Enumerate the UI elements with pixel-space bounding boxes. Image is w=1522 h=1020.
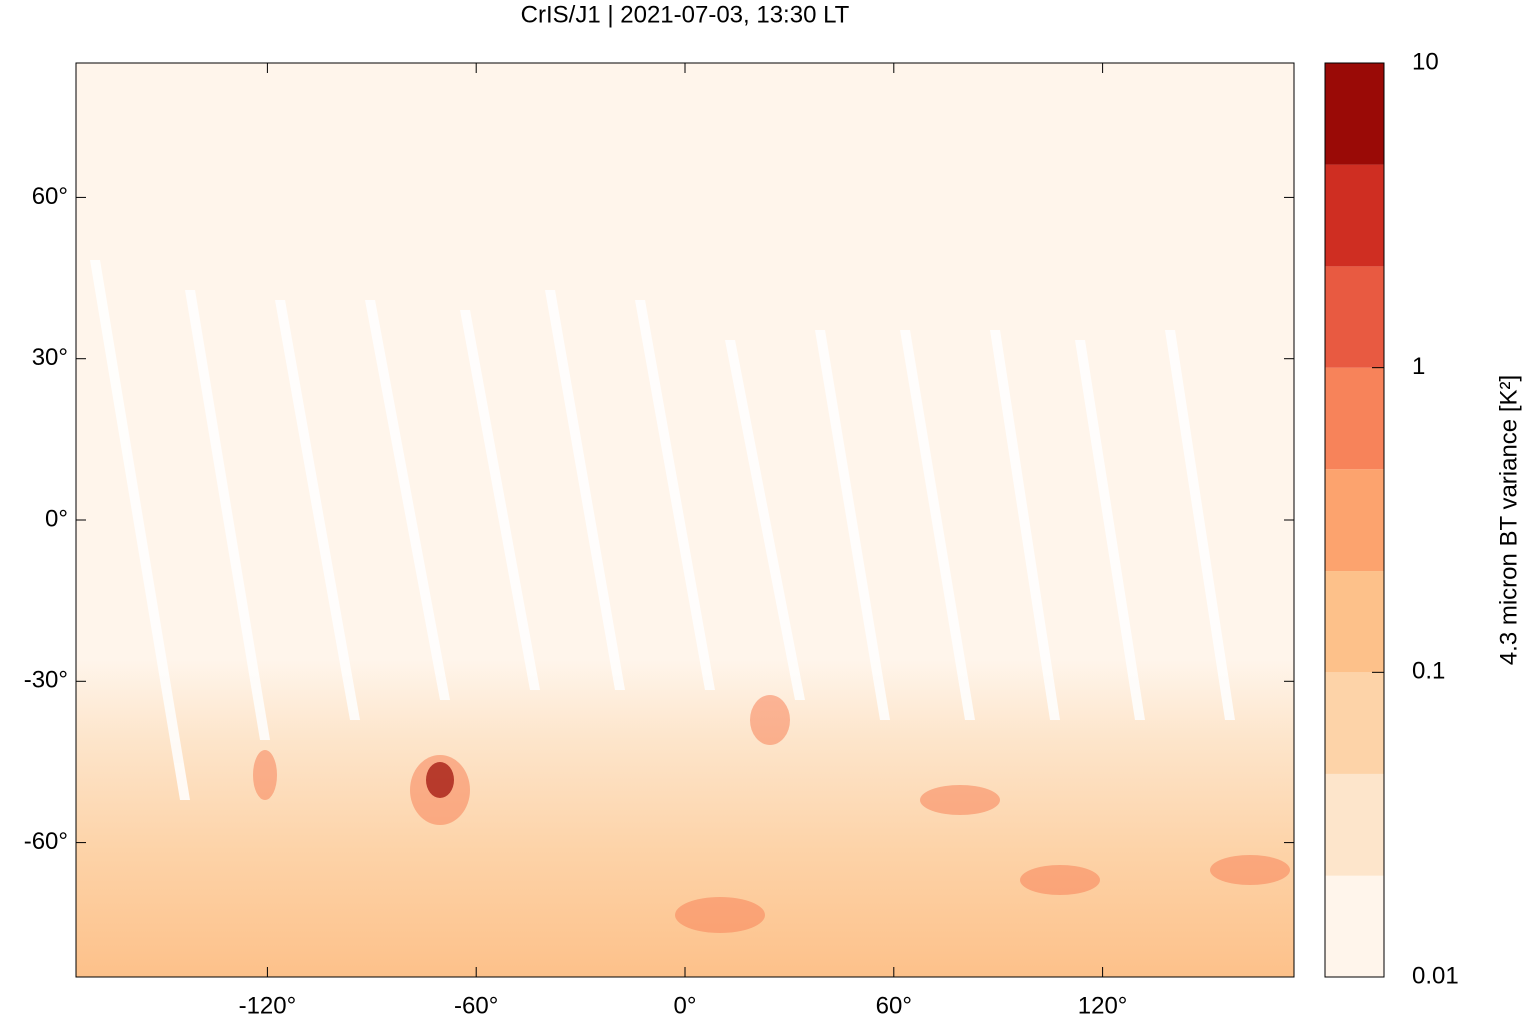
colorbar-band: [1325, 672, 1384, 774]
colorbar-tick-label: 10: [1412, 48, 1439, 75]
y-tick-label: 0°: [45, 505, 68, 532]
y-tick-label: -30°: [24, 667, 68, 694]
map-field: [75, 62, 1295, 978]
colorbar-band: [1325, 875, 1384, 977]
colorbar-band: [1325, 367, 1384, 470]
x-tick-label: -60°: [454, 992, 498, 1019]
colorbar: 0.01 0.1 1 10: [1324, 48, 1459, 989]
colorbar-band: [1325, 164, 1384, 267]
chart-title: CrIS/J1 | 2021-07-03, 13:30 LT: [521, 1, 850, 28]
colorbar-band: [1325, 571, 1384, 673]
colorbar-frame: [1324, 62, 1385, 978]
colorbar-band: [1325, 63, 1384, 165]
colorbar-label: 4.3 micron BT variance [K²]: [1495, 375, 1522, 665]
colorbar-band: [1325, 469, 1384, 572]
x-tick-label: -120°: [239, 992, 297, 1019]
colorbar-tick-label: 1: [1412, 353, 1425, 380]
y-tick-label: 60°: [32, 183, 68, 210]
orbit-gaps: [90, 260, 1235, 800]
hotspot-core: [426, 762, 454, 798]
x-tick-label: 0°: [674, 992, 697, 1019]
colorbar-tick-label: 0.01: [1412, 962, 1459, 989]
colorbar-band: [1325, 773, 1384, 876]
x-tick-label: 120°: [1078, 992, 1128, 1019]
y-tick-label: 30°: [32, 344, 68, 371]
x-tick-label: 60°: [876, 992, 912, 1019]
colorbar-tick-label: 0.1: [1412, 658, 1445, 685]
colorbar-band: [1325, 266, 1384, 368]
y-tick-label: -60°: [24, 828, 68, 855]
